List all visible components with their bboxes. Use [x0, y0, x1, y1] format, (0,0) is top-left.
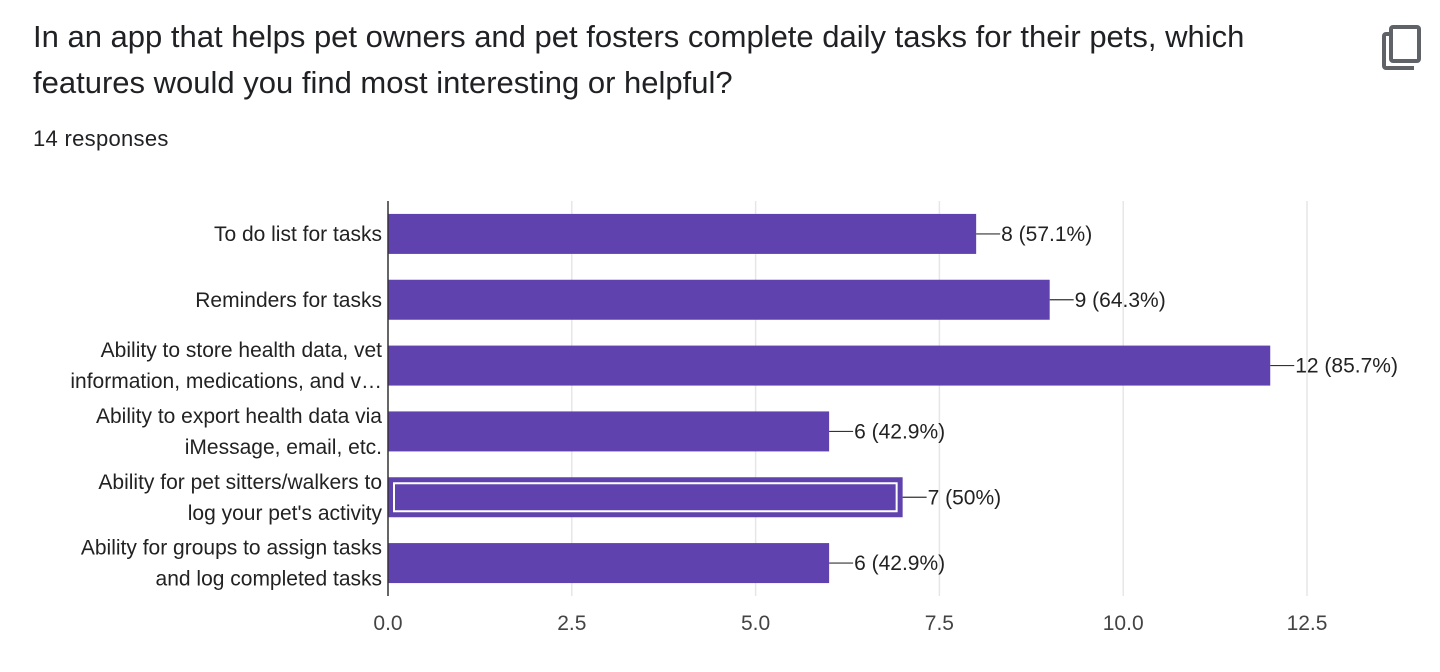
bar[interactable] — [388, 411, 830, 452]
bar-row[interactable]: 6 (42.9%) Ability for groups to assign ta… — [81, 537, 945, 591]
category-label: iMessage, email, etc. — [185, 436, 382, 459]
value-label: 9 (64.3%) — [1075, 289, 1166, 312]
bar-row[interactable]: 12 (85.7%) Ability to store health data, … — [70, 339, 1398, 393]
category-label: To do list for tasks — [214, 223, 382, 246]
bar-highlight-outline — [393, 482, 898, 513]
bar[interactable] — [388, 543, 830, 584]
x-tick-label: 5.0 — [741, 612, 770, 635]
x-tick-label: 12.5 — [1287, 612, 1328, 635]
value-label: 12 (85.7%) — [1295, 355, 1398, 378]
category-label: Reminders for tasks — [195, 289, 382, 312]
x-tick-label: 7.5 — [925, 612, 954, 635]
value-label: 6 (42.9%) — [854, 420, 945, 443]
value-label: 7 (50%) — [928, 486, 1002, 509]
x-tick-label: 10.0 — [1103, 612, 1144, 635]
x-tick-label: 0.0 — [373, 612, 402, 635]
question-title: In an app that helps pet owners and pet … — [33, 19, 1245, 100]
category-label: information, medications, and v… — [70, 370, 382, 393]
category-label: and log completed tasks — [156, 568, 382, 591]
bar-row[interactable]: 7 (50%) Ability for pet sitters/walkers t… — [98, 471, 1001, 525]
x-tick-label: 2.5 — [557, 612, 586, 635]
copy-chart-button[interactable] — [1380, 22, 1424, 72]
category-label: Ability to export health data via — [96, 405, 382, 428]
bar-row[interactable]: 9 (64.3%) Reminders for tasks — [195, 279, 1166, 320]
bar[interactable] — [388, 213, 977, 254]
copy-icon — [1382, 25, 1421, 70]
response-count: 14 responses — [33, 126, 169, 151]
value-label: 8 (57.1%) — [1001, 223, 1092, 246]
category-label: Ability to store health data, vet — [101, 339, 382, 362]
value-label: 6 (42.9%) — [854, 552, 945, 575]
bar-row[interactable]: 6 (42.9%) Ability to export health data v… — [96, 405, 945, 459]
bar[interactable] — [388, 345, 1271, 386]
category-label: Ability for pet sitters/walkers to — [98, 471, 382, 494]
bar[interactable] — [388, 279, 1050, 320]
bar-row[interactable]: 8 (57.1%) To do list for tasks — [214, 213, 1092, 254]
category-label: log your pet's activity — [188, 502, 383, 525]
category-label: Ability for groups to assign tasks — [81, 537, 382, 560]
